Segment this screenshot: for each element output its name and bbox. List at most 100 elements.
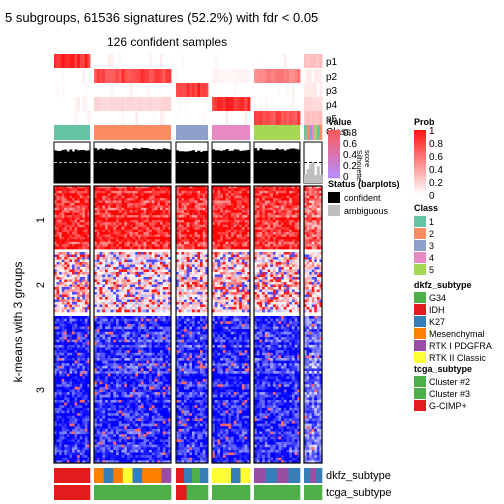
heat-cell	[270, 284, 274, 288]
heat-cell	[140, 198, 144, 201]
prob-cell	[74, 83, 78, 97]
prob-cell	[84, 97, 88, 111]
heat-cell	[84, 195, 88, 199]
heat-cell	[262, 274, 266, 278]
heat-cell	[267, 207, 271, 211]
heat-cell	[309, 292, 313, 295]
heat-cell	[244, 294, 248, 298]
heat-cell	[304, 239, 307, 243]
heat-cell	[184, 274, 188, 278]
prob-cell	[192, 111, 196, 125]
prob-cell	[311, 54, 315, 68]
heat-cell	[160, 241, 164, 245]
prob-cell	[236, 97, 240, 111]
prob-cell	[140, 111, 144, 125]
heat-cell	[129, 229, 133, 233]
heat-cell	[239, 299, 243, 303]
heat-cell	[286, 190, 290, 194]
heat-cell	[244, 246, 248, 250]
heat-cell	[212, 294, 216, 298]
heat-cell	[283, 259, 287, 263]
heat-cell	[54, 241, 57, 245]
heat-cell	[54, 236, 57, 240]
heat-cell	[205, 241, 209, 245]
heat-cell	[289, 190, 293, 194]
heat-cell	[110, 219, 114, 223]
heat-cell	[87, 234, 91, 238]
heat-cell	[77, 302, 81, 305]
heat-cell	[140, 188, 144, 192]
heat-cell	[102, 259, 106, 263]
heat-cell	[314, 259, 318, 263]
heat-cell	[289, 304, 293, 308]
prob-cell	[162, 54, 166, 68]
prob-cell	[168, 83, 172, 97]
heat-cell	[228, 282, 232, 285]
heat-cell	[281, 277, 285, 280]
heat-cell	[84, 190, 88, 194]
heat-cell	[200, 304, 204, 308]
heat-cell	[233, 284, 237, 288]
heat-cell	[69, 277, 73, 280]
heat-cell	[278, 279, 282, 283]
heat-cell	[233, 190, 237, 194]
heat-cell	[178, 198, 182, 201]
heat-cell	[181, 198, 185, 201]
heat-cell	[74, 274, 78, 278]
heat-cell	[275, 279, 279, 283]
heat-cell	[200, 246, 204, 250]
heat-cell	[186, 212, 190, 216]
heat-cell	[113, 287, 117, 290]
heat-cell	[241, 239, 245, 243]
heat-cell	[105, 252, 109, 255]
heat-cell	[239, 190, 243, 194]
heat-cell	[116, 282, 120, 285]
heat-cell	[96, 222, 100, 226]
heat-cell	[135, 236, 139, 240]
heat-cell	[176, 215, 180, 218]
heat-cell	[72, 227, 75, 230]
heat-cell	[154, 304, 158, 308]
heat-cell	[214, 284, 218, 288]
heat-cell	[254, 207, 258, 211]
heat-cell	[202, 222, 206, 226]
heat-cell	[272, 193, 276, 197]
heat-cell	[294, 205, 298, 209]
heat-cell	[220, 190, 224, 194]
heat-cell	[272, 254, 276, 258]
heat-cell	[157, 224, 161, 228]
heat-cell	[256, 262, 260, 265]
prob-cell	[154, 69, 158, 83]
prob-cell	[267, 69, 271, 83]
heat-cell	[66, 236, 70, 240]
prob-cell	[69, 83, 73, 97]
heat-cell	[297, 269, 301, 273]
heat-cell	[69, 195, 73, 199]
heat-cell	[270, 200, 274, 204]
heat-cell	[143, 246, 147, 250]
heat-cell	[146, 277, 150, 280]
heat-cell	[138, 284, 142, 288]
heat-cell	[270, 232, 274, 235]
heat-cell	[124, 193, 128, 197]
heat-cell	[77, 198, 81, 201]
heat-cell	[113, 222, 117, 226]
heat-cell	[294, 239, 298, 243]
heat-cell	[228, 210, 232, 213]
class-annotation-track	[54, 125, 323, 140]
heat-cell	[275, 294, 279, 298]
heat-cell	[228, 299, 232, 303]
heat-cell	[244, 262, 248, 265]
heat-cell	[222, 272, 226, 275]
heat-cell	[157, 287, 161, 290]
heat-cell	[231, 202, 235, 206]
heat-cell	[220, 229, 224, 233]
heat-cell	[186, 274, 190, 278]
heat-cell	[291, 267, 295, 270]
heat-cell	[239, 222, 243, 226]
heat-cell	[74, 257, 78, 260]
heat-cell	[127, 232, 131, 235]
heat-cell	[54, 227, 57, 230]
heat-cell	[64, 224, 68, 228]
heat-cell	[82, 198, 86, 201]
